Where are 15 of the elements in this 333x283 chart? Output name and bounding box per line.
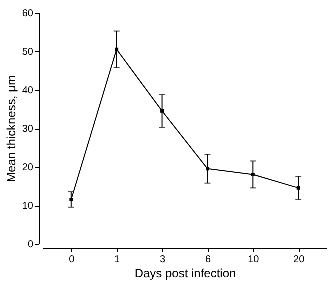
x-tick-label: 0 bbox=[69, 254, 76, 266]
x-tick-label: 10 bbox=[248, 254, 260, 266]
y-tick-label: 50 bbox=[22, 47, 34, 58]
y-tick-label: 40 bbox=[22, 86, 34, 96]
y-tick-label: 20 bbox=[22, 162, 34, 174]
x-axis-title: Days post infection bbox=[134, 266, 236, 280]
y-tick-label: 60 bbox=[22, 8, 34, 20]
x-tick-label: 3 bbox=[160, 254, 166, 266]
x-tick-label: 20 bbox=[294, 254, 306, 266]
y-tick-label: 10 bbox=[22, 201, 34, 212]
x-tick-label: 6 bbox=[205, 254, 212, 266]
x-tick-label: 1 bbox=[114, 254, 121, 266]
y-tick-label: 30 bbox=[22, 124, 34, 135]
y-tick-label: 0 bbox=[28, 240, 34, 250]
y-axis-title: Mean thickness, μm bbox=[4, 76, 18, 182]
